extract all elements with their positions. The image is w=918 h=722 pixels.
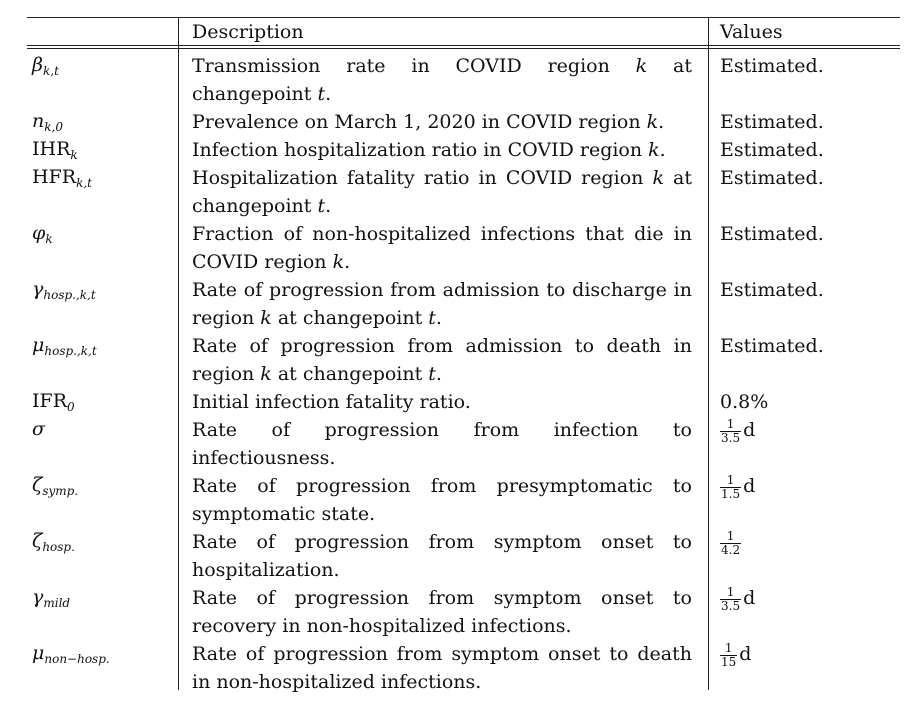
parameter-value: Estimated. [720, 167, 824, 189]
parameter-symbol: HFRk,t [32, 166, 92, 190]
parameter-description: Rate of progression from symptom onset t… [192, 643, 692, 693]
header-description: Description [192, 21, 304, 43]
parameter-value: Estimated. [720, 223, 824, 245]
parameter-symbol: σ [32, 418, 45, 440]
unit-label: d [743, 419, 756, 441]
parameter-symbol: IHRk [32, 138, 78, 162]
parameter-value: 1 3.5 d [720, 585, 755, 613]
parameter-symbol: ζhosp. [32, 530, 75, 554]
parameter-symbol: IFR0 [32, 390, 75, 414]
parameter-description: Rate of progression from infection to in… [192, 419, 692, 469]
parameter-description: Transmission rate in COVID region k at c… [192, 55, 692, 105]
parameter-symbol: μhosp.,k,t [32, 334, 97, 358]
parameter-description: Initial infection fatality ratio. [192, 391, 471, 413]
fraction: 1 3.5 [720, 584, 742, 613]
parameter-symbol: μnon−hosp. [32, 642, 110, 666]
fraction: 1 1.5 [720, 472, 742, 501]
parameter-value: Estimated. [720, 111, 824, 133]
parameter-description: Infection hospitalization ratio in COVID… [192, 139, 666, 161]
fraction: 1 15 [720, 640, 738, 669]
parameter-symbol: γmild [32, 586, 71, 610]
parameter-description: Rate of progression from symptom onset t… [192, 587, 692, 637]
parameter-value: Estimated. [720, 335, 824, 357]
header-values: Values [720, 21, 783, 43]
parameter-symbol: nk,0 [32, 110, 63, 134]
parameter-symbol: φk [32, 222, 53, 246]
parameter-description: Rate of progression from presymptomatic … [192, 475, 692, 525]
parameter-symbol: ζsymp. [32, 474, 79, 498]
parameter-symbol: βk,t [32, 54, 59, 78]
unit-label: d [743, 587, 756, 609]
parameter-value: Estimated. [720, 139, 824, 161]
parameter-description: Prevalence on March 1, 2020 in COVID reg… [192, 111, 665, 133]
parameter-description: Rate of progression from admission to di… [192, 279, 692, 329]
header-rule-1 [27, 45, 900, 46]
parameter-value: 1 3.5 d [720, 417, 755, 445]
parameter-value: 1 15 d [720, 641, 751, 669]
parameter-symbol: γhosp.,k,t [32, 278, 96, 302]
header-rule-2 [27, 48, 900, 49]
parameter-description: Fraction of non-hospitalized infections … [192, 223, 692, 273]
parameter-value: 1 4.2 [720, 529, 743, 557]
column-divider-2 [708, 17, 709, 690]
parameter-value: Estimated. [720, 55, 824, 77]
fraction: 1 4.2 [720, 528, 742, 557]
column-divider-1 [178, 17, 179, 690]
parameter-value: Estimated. [720, 279, 824, 301]
parameter-description: Rate of progression from symptom onset t… [192, 531, 692, 581]
unit-label: d [739, 643, 752, 665]
parameter-description: Hospitalization fatality ratio in COVID … [192, 167, 692, 217]
unit-label: d [743, 475, 756, 497]
parameter-value: 0.8% [720, 391, 769, 413]
parameter-description: Rate of progression from admission to de… [192, 335, 692, 385]
parameter-value: 1 1.5 d [720, 473, 755, 501]
table-top-rule [27, 17, 900, 18]
fraction: 1 3.5 [720, 416, 742, 445]
